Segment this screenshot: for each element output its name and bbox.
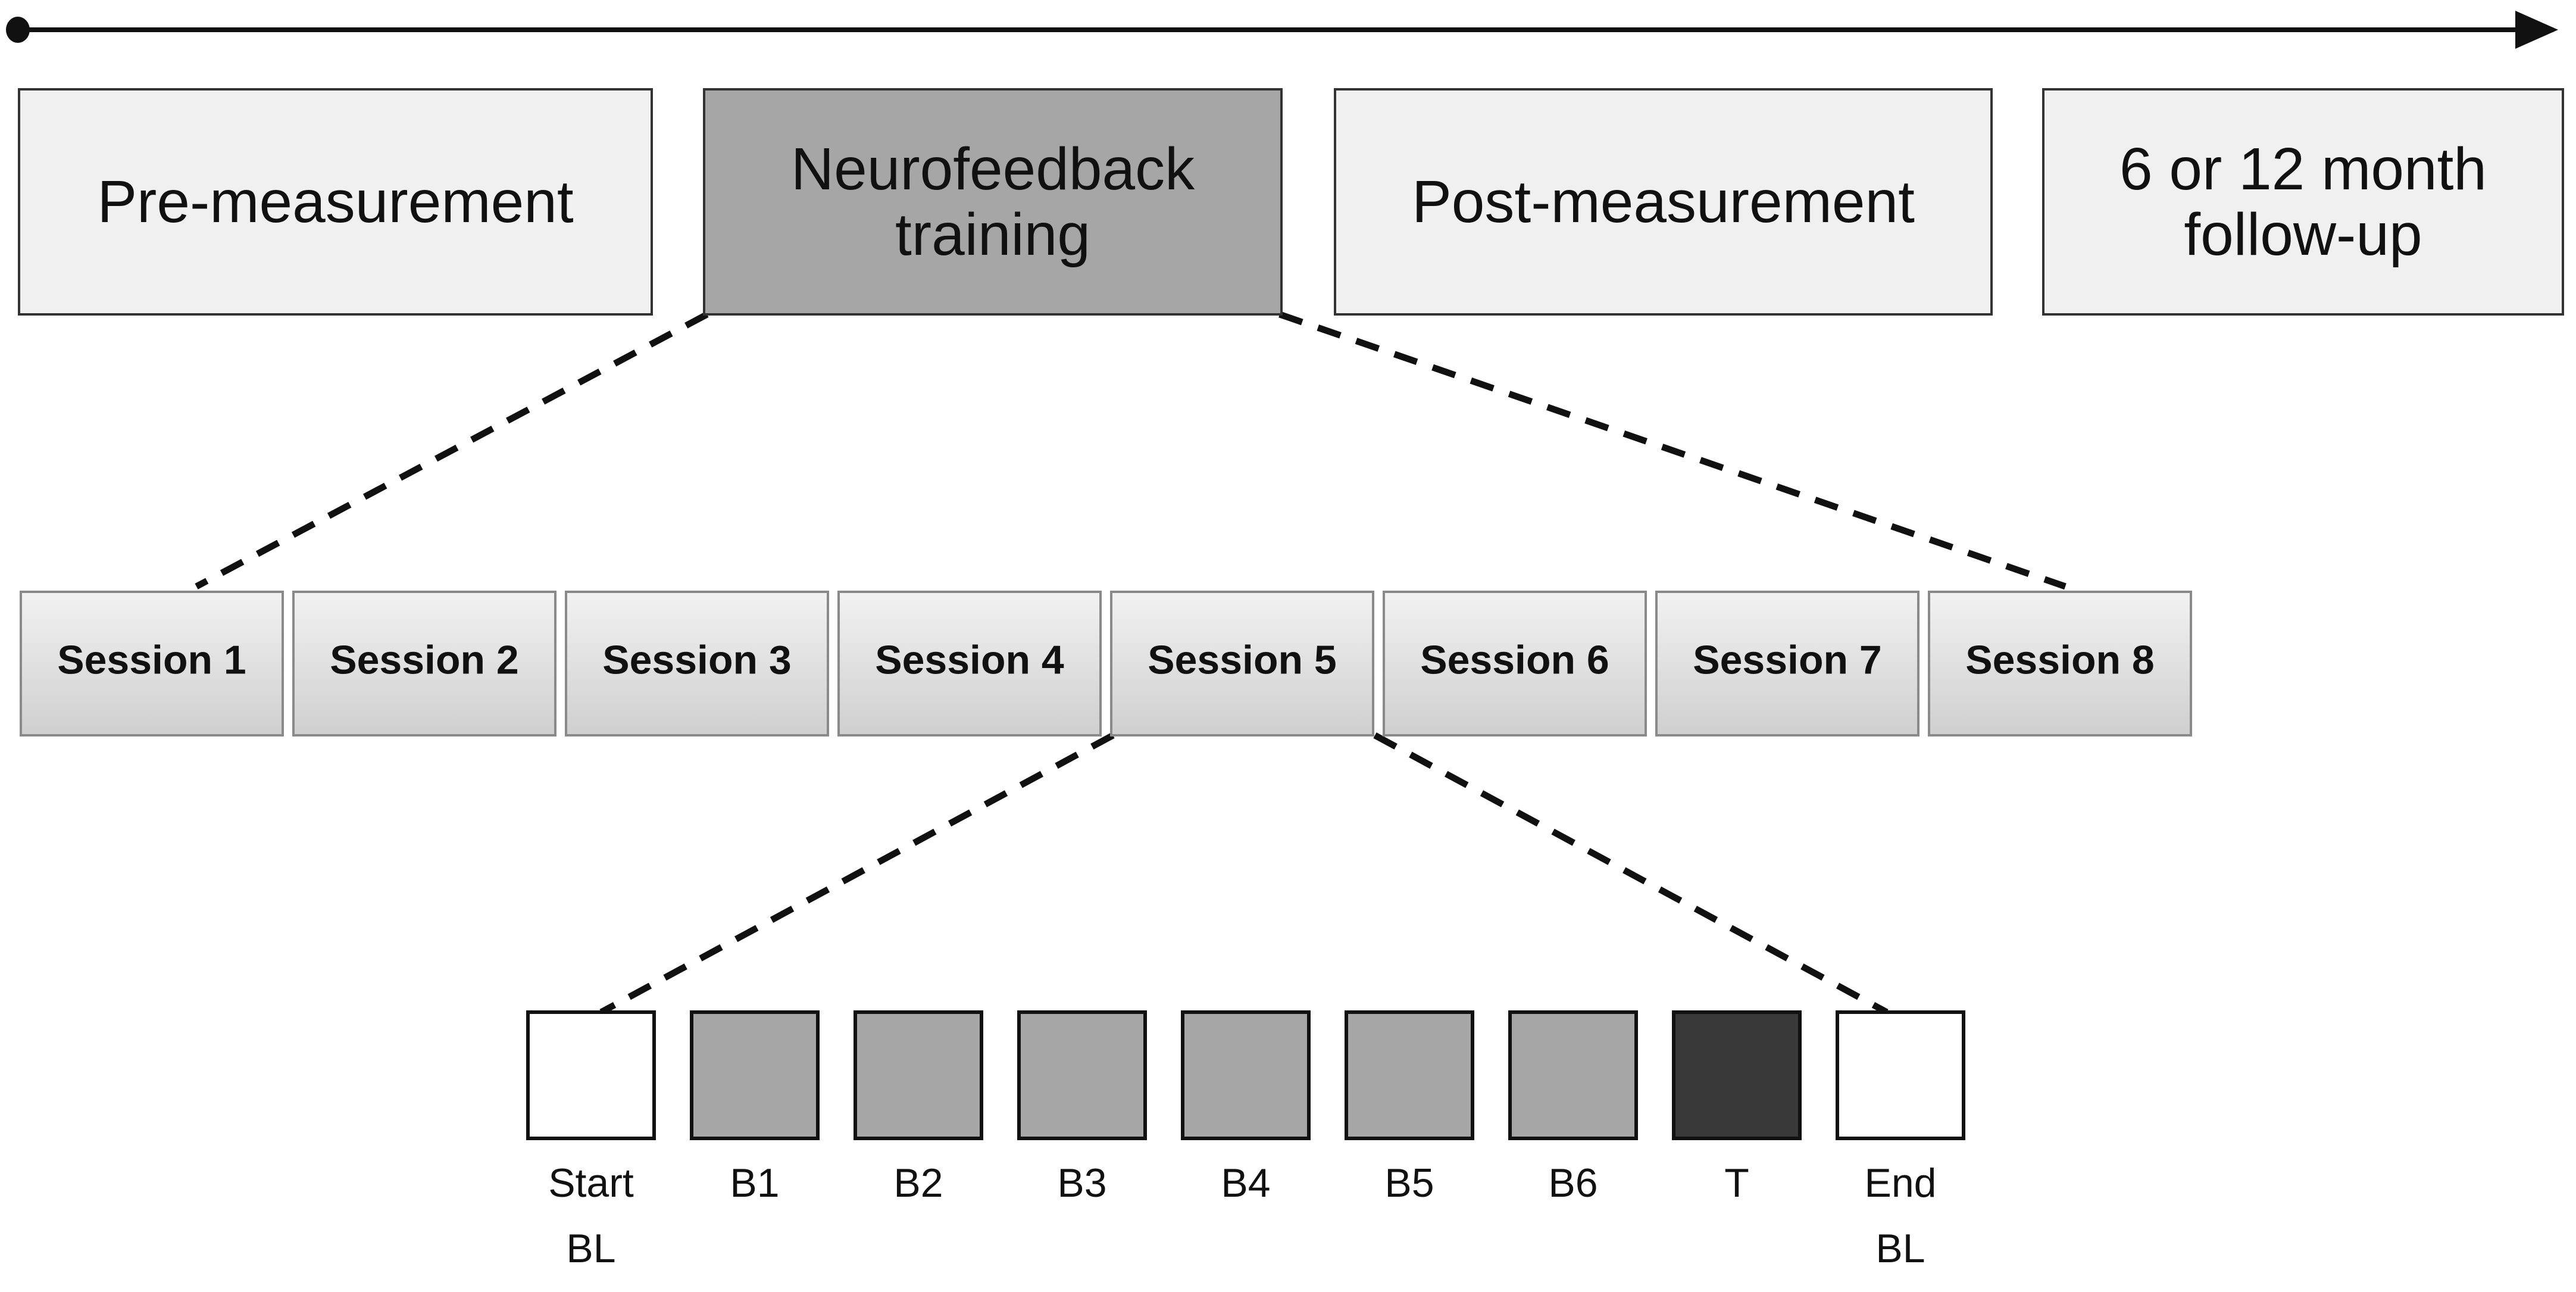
session-label: Session 7 bbox=[1693, 638, 1882, 683]
session-box-rect bbox=[1110, 591, 1374, 736]
session-label: Session 8 bbox=[1965, 638, 2155, 683]
phase-label: 6 or 12 month bbox=[2119, 136, 2487, 202]
block-square bbox=[854, 1010, 983, 1140]
block-label: BL bbox=[1875, 1226, 1925, 1271]
block-square bbox=[1017, 1010, 1147, 1140]
zoom-connectors bbox=[195, 311, 2067, 1015]
block-label: B4 bbox=[1221, 1160, 1270, 1206]
session-box: Session 1 bbox=[20, 591, 284, 736]
block-label: Start bbox=[548, 1160, 634, 1206]
connector-session-left bbox=[599, 732, 1115, 1015]
block-label: B2 bbox=[893, 1160, 943, 1206]
session-label: Session 1 bbox=[57, 638, 246, 683]
session-label: Session 6 bbox=[1420, 638, 1609, 683]
session-box-rect bbox=[1928, 591, 2192, 736]
block-label: B3 bbox=[1057, 1160, 1106, 1206]
session-box-rect bbox=[837, 591, 1102, 736]
block-square bbox=[1836, 1010, 1965, 1140]
session-label: Session 5 bbox=[1148, 638, 1337, 683]
phase-label: Post-measurement bbox=[1412, 168, 1915, 235]
block-label: BL bbox=[566, 1226, 615, 1271]
block-label: T bbox=[1724, 1160, 1749, 1206]
connector-training-left bbox=[195, 311, 709, 589]
block-square bbox=[1345, 1010, 1474, 1140]
session-box-rect bbox=[565, 591, 829, 736]
phase-box-rect bbox=[18, 88, 653, 316]
block: B6 bbox=[1508, 1010, 1638, 1206]
connector-training-right bbox=[1278, 311, 2067, 590]
block-square bbox=[526, 1010, 656, 1140]
block-label: B5 bbox=[1384, 1160, 1434, 1206]
block: Start BL bbox=[526, 1010, 656, 1271]
phase-label: Neurofeedback bbox=[791, 136, 1195, 202]
phase-box-rect bbox=[2042, 88, 2564, 316]
timeline-arrow bbox=[6, 11, 2558, 49]
session-box: Session 4 bbox=[837, 591, 1102, 736]
session-box-rect bbox=[1383, 591, 1647, 736]
phase-box: Pre-measurement bbox=[18, 88, 653, 316]
block: B4 bbox=[1181, 1010, 1311, 1206]
session-box: Session 6 bbox=[1383, 591, 1647, 736]
block-square bbox=[1181, 1010, 1311, 1140]
session-box: Session 2 bbox=[292, 591, 557, 736]
session-box: Session 3 bbox=[565, 591, 829, 736]
block: T bbox=[1672, 1010, 1802, 1206]
phase-box-rect bbox=[703, 88, 1283, 316]
phase-label: follow-up bbox=[2184, 201, 2422, 268]
session-box: Session 5 bbox=[1110, 591, 1374, 736]
session-box-rect bbox=[292, 591, 557, 736]
block: B5 bbox=[1345, 1010, 1474, 1206]
block-label: B6 bbox=[1548, 1160, 1598, 1206]
session-box: Session 7 bbox=[1655, 591, 1920, 736]
session-box: Session 8 bbox=[1928, 591, 2192, 736]
block: B3 bbox=[1017, 1010, 1147, 1206]
block: End BL bbox=[1836, 1010, 1965, 1271]
session-box-rect bbox=[20, 591, 284, 736]
session-blocks: Start BL B1 B2 B3 B4 B5 B6 T End BL bbox=[526, 1010, 1965, 1271]
block-square bbox=[1672, 1010, 1802, 1140]
block: B2 bbox=[854, 1010, 983, 1206]
connector-session-right bbox=[1373, 732, 1889, 1015]
block-square bbox=[1508, 1010, 1638, 1140]
block: B1 bbox=[690, 1010, 820, 1206]
session-label: Session 3 bbox=[602, 638, 792, 683]
session-label: Session 4 bbox=[875, 638, 1064, 683]
block-square bbox=[690, 1010, 820, 1140]
block-label: B1 bbox=[730, 1160, 779, 1206]
session-label: Session 2 bbox=[330, 638, 519, 683]
phase-label: Pre-measurement bbox=[97, 168, 574, 235]
session-box-rect bbox=[1655, 591, 1920, 736]
phase-box: Post-measurement bbox=[1334, 88, 1993, 316]
phase-box-rect bbox=[1334, 88, 1993, 316]
training-sessions: Session 1 Session 2 Session 3 Session 4 Sess… bbox=[20, 591, 2192, 736]
phase-label: training bbox=[895, 201, 1090, 268]
block-label: End bbox=[1865, 1160, 1937, 1206]
